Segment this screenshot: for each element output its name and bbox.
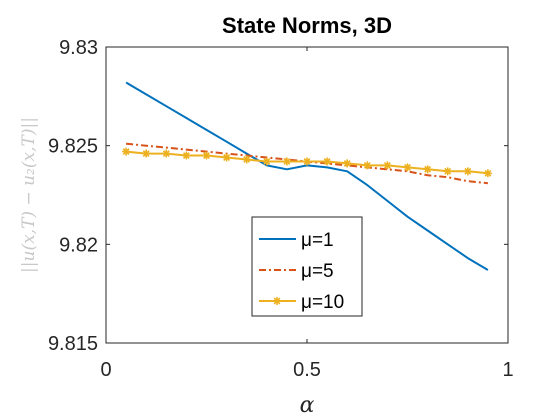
data-point-marker: [483, 169, 492, 178]
data-point-marker: [162, 149, 171, 158]
legend: μ=1 μ=5 μ=10: [251, 216, 363, 317]
data-point-marker: [423, 165, 432, 174]
data-point-marker: [142, 149, 151, 158]
x-tick-label: 0: [100, 359, 111, 381]
y-axis-label: ||u(x,T) − u₂(x,T)||: [19, 117, 39, 273]
data-point-marker: [363, 161, 372, 170]
data-point-marker: [262, 157, 271, 166]
series-layer: [122, 81, 492, 271]
y-tick-label: 9.815: [48, 333, 98, 355]
legend-label: μ=5: [301, 261, 334, 282]
data-point-marker: [343, 159, 352, 168]
x-axis: 0 0.5 1: [100, 47, 514, 381]
y-tick-label: 9.83: [59, 37, 98, 59]
x-axis-label: α: [300, 393, 315, 418]
data-point-marker: [403, 163, 412, 172]
x-tick-label: 1: [502, 359, 513, 381]
data-point-marker: [182, 151, 191, 160]
data-point-marker: [202, 151, 211, 160]
x-tick-label: 0.5: [293, 359, 321, 381]
legend-box: [251, 216, 363, 317]
data-point-marker: [443, 167, 452, 176]
y-tick-label: 9.825: [48, 136, 98, 158]
y-axis: 9.815 9.82 9.825 9.83: [48, 37, 508, 355]
data-point-marker: [242, 155, 251, 164]
data-point-marker: [463, 167, 472, 176]
series-3: [122, 147, 492, 178]
y-tick-label: 9.82: [59, 234, 98, 256]
data-point-marker: [383, 161, 392, 170]
data-point-marker: [122, 147, 131, 156]
legend-label: μ=1: [301, 230, 334, 251]
data-point-marker: [222, 153, 231, 162]
legend-label: μ=10: [301, 292, 344, 313]
chart-title: State Norms, 3D: [222, 13, 392, 38]
data-point-marker: [273, 297, 281, 305]
data-point-marker: [282, 157, 291, 166]
data-point-marker: [323, 157, 332, 166]
data-point-marker: [303, 157, 311, 166]
